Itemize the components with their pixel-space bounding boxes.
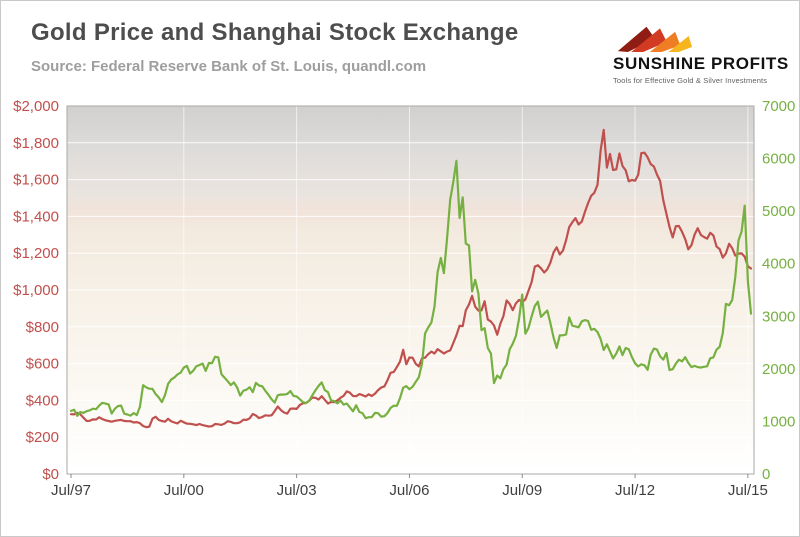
svg-text:$1,800: $1,800 — [13, 135, 59, 152]
sunshine-profits-logo: SUNSHINE PROFITS Tools for Effective Gol… — [613, 25, 789, 85]
gold-line — [69, 128, 753, 429]
svg-text:$2,000: $2,000 — [13, 98, 59, 115]
svg-text:Jul/15: Jul/15 — [728, 482, 768, 499]
logo-tagline: Tools for Effective Gold & Silver Invest… — [613, 76, 768, 85]
sse-line — [69, 159, 753, 420]
svg-text:$0: $0 — [42, 466, 59, 483]
x-axis-ticks — [70, 474, 749, 478]
plot-border — [66, 105, 755, 475]
left-axis-labels: $2,000 $1,800 $1,600 $1,400 $1,200 $1,000 $800… — [13, 98, 59, 483]
svg-text:$800: $800 — [26, 319, 59, 336]
svg-text:Jul/09: Jul/09 — [502, 482, 542, 499]
x-axis-labels: Jul/97 Jul/00 Jul/03 Jul/06 Jul/09 Jul/12 Jul/… — [51, 482, 768, 499]
svg-text:$1,600: $1,600 — [13, 172, 59, 189]
svg-text:Jul/12: Jul/12 — [615, 482, 655, 499]
svg-text:0: 0 — [762, 466, 770, 483]
svg-text:$600: $600 — [26, 356, 59, 373]
svg-text:Jul/00: Jul/00 — [164, 482, 204, 499]
svg-text:5000: 5000 — [762, 203, 795, 220]
svg-text:$1,200: $1,200 — [13, 245, 59, 262]
svg-text:$400: $400 — [26, 392, 59, 409]
svg-text:Jul/06: Jul/06 — [389, 482, 429, 499]
svg-text:4000: 4000 — [762, 256, 795, 273]
svg-text:$1,400: $1,400 — [13, 208, 59, 225]
svg-text:6000: 6000 — [762, 151, 795, 168]
svg-text:2000: 2000 — [762, 361, 795, 378]
svg-text:Jul/03: Jul/03 — [277, 482, 317, 499]
svg-text:Jul/97: Jul/97 — [51, 482, 91, 499]
svg-text:$200: $200 — [26, 429, 59, 446]
svg-text:$1,000: $1,000 — [13, 282, 59, 299]
svg-text:1000: 1000 — [762, 413, 795, 430]
chart-source: Source: Federal Reserve Bank of St. Loui… — [31, 58, 427, 75]
svg-text:7000: 7000 — [762, 98, 795, 115]
sunshine-arrows-icon — [617, 26, 693, 52]
horizontal-gridlines — [67, 142, 754, 438]
chart-title: Gold Price and Shanghai Stock Exchange — [31, 19, 519, 46]
logo-name: SUNSHINE PROFITS — [613, 54, 789, 73]
svg-text:3000: 3000 — [762, 308, 795, 325]
right-axis-labels: 7000 6000 5000 4000 3000 2000 1000 0 — [762, 98, 795, 483]
